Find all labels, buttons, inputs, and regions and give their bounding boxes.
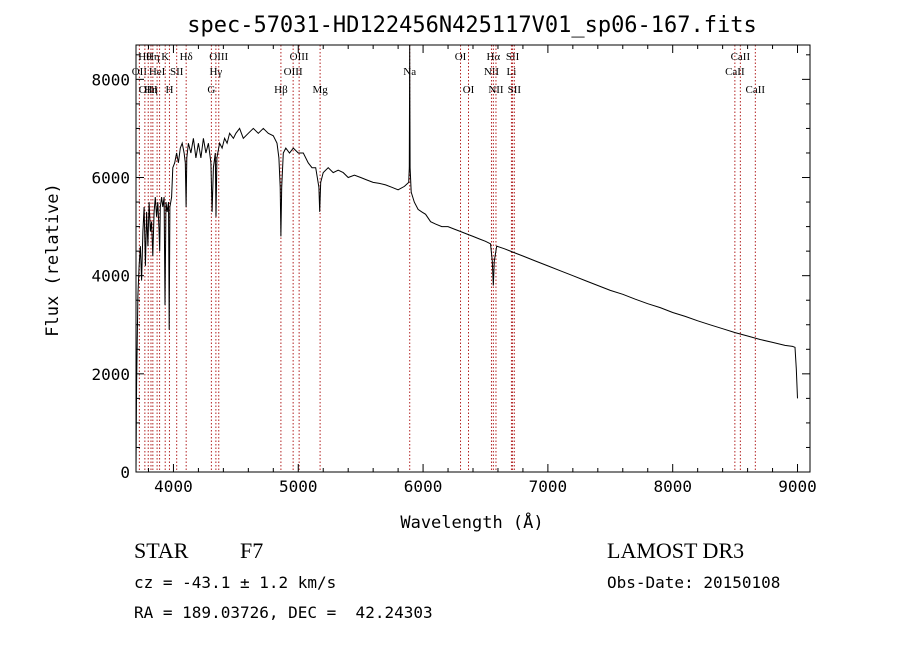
marker-label: HeI xyxy=(149,66,166,78)
y-tick-label: 0 xyxy=(120,463,130,482)
y-tick-label: 6000 xyxy=(91,169,130,188)
x-axis: 4000 5000 6000 7000 8000 9000 xyxy=(147,45,817,496)
marker-label: SII xyxy=(170,66,184,78)
marker-label: Mg xyxy=(312,84,328,96)
y-tick-label: 8000 xyxy=(91,70,130,89)
class-label: STAR xyxy=(134,538,189,563)
marker-label: OIII xyxy=(209,51,228,63)
x-axis-label: Wavelength (Å) xyxy=(400,511,543,533)
marker-label: Hη xyxy=(146,51,160,63)
marker-label: Hβ xyxy=(274,84,288,96)
marker-label: CaII xyxy=(725,66,745,78)
marker-label: OII xyxy=(132,66,148,78)
spectrum-line xyxy=(135,44,798,473)
marker-label: K xyxy=(161,51,169,63)
marker-label: Hγ xyxy=(209,66,222,78)
marker-label: OIII xyxy=(290,51,309,63)
y-tick-label: 4000 xyxy=(91,267,130,286)
x-tick-label: 9000 xyxy=(778,477,817,496)
marker-label: Li xyxy=(507,66,517,78)
y-axis: 0 2000 4000 6000 8000 xyxy=(91,54,810,482)
marker-label: SII xyxy=(506,51,520,63)
chart-title: spec-57031-HD122456N425117V01_sp06-167.f… xyxy=(187,13,757,38)
marker-label: OIII xyxy=(284,66,303,78)
marker-label: Hη xyxy=(144,84,158,96)
spectrum-plot xyxy=(135,44,798,473)
x-tick-label: 6000 xyxy=(404,477,443,496)
y-tick-label: 2000 xyxy=(91,365,130,384)
marker-label: H xyxy=(165,84,173,96)
x-tick-label: 7000 xyxy=(529,477,568,496)
subclass-label: F7 xyxy=(240,538,264,563)
marker-label: G xyxy=(207,84,215,96)
x-tick-label: 8000 xyxy=(653,477,692,496)
redshift-cz: cz = -43.1 ± 1.2 km/s xyxy=(134,573,337,592)
marker-label: OI xyxy=(463,84,475,96)
line-markers: OIIHθOIIIHηHηHeIKHSIIHδGHγOIIIHβOIIIOIII… xyxy=(132,45,766,472)
x-tick-label: 4000 xyxy=(154,477,193,496)
marker-label: OI xyxy=(455,51,467,63)
marker-label: SII xyxy=(508,84,522,96)
marker-label: NII xyxy=(484,66,500,78)
coordinates: RA = 189.03726, DEC = 42.24303 xyxy=(134,603,433,622)
survey-label: LAMOST DR3 xyxy=(607,538,745,563)
y-axis-label: Flux (relative) xyxy=(43,183,63,337)
marker-label: NII xyxy=(488,84,504,96)
marker-label: CaII xyxy=(746,84,766,96)
plot-frame xyxy=(135,44,811,473)
marker-label: CaII xyxy=(731,51,751,63)
x-tick-label: 5000 xyxy=(279,477,318,496)
obs-date: Obs-Date: 20150108 xyxy=(607,573,781,592)
marker-label: Hα xyxy=(486,51,500,63)
marker-label: Hδ xyxy=(180,51,193,63)
